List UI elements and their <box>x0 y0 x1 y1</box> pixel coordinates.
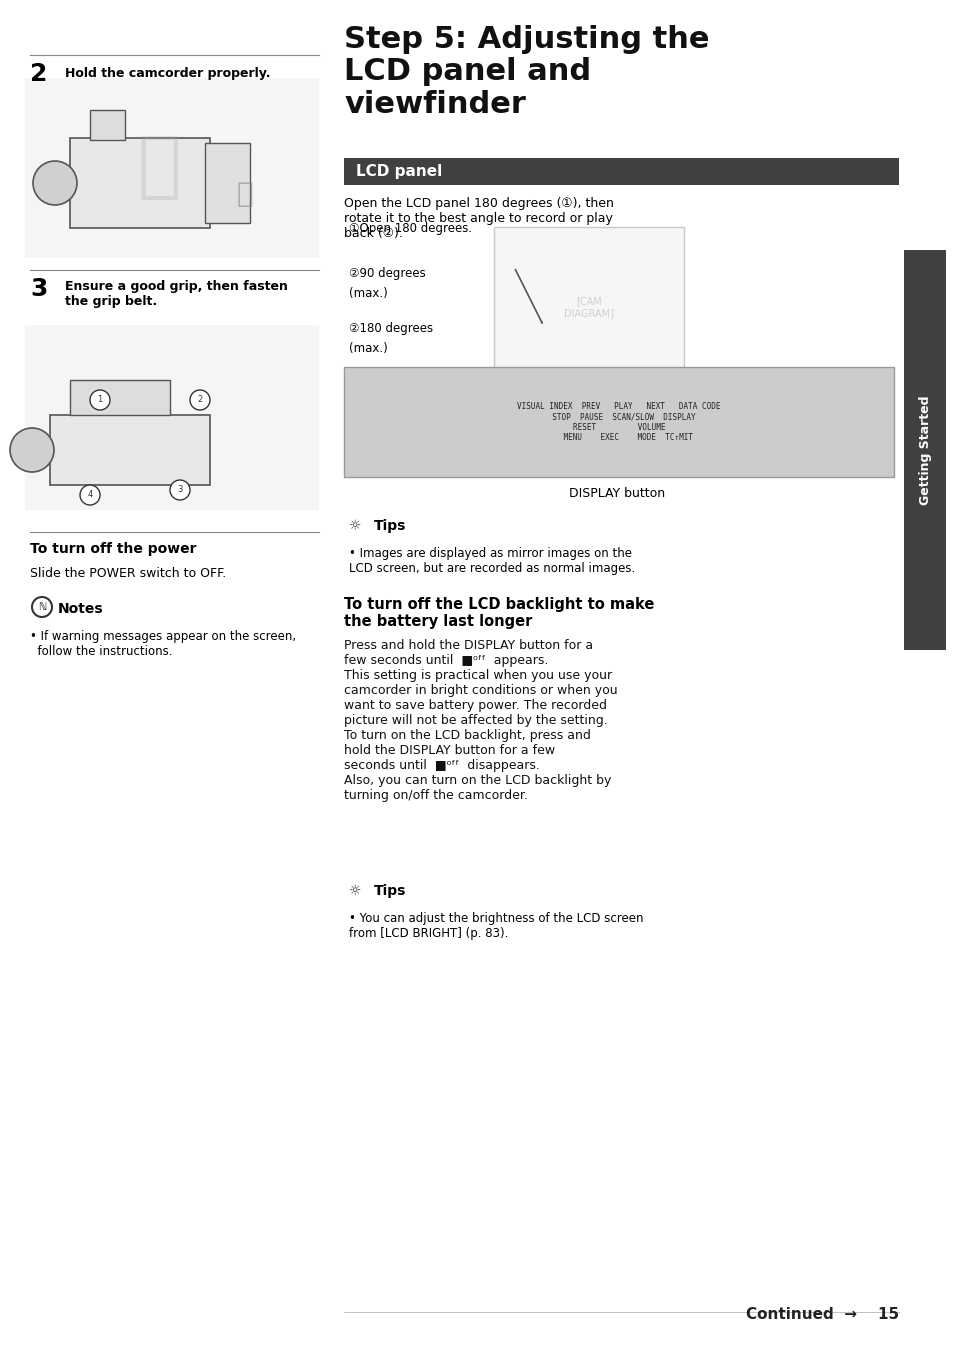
Text: ①Open 180 degrees.: ①Open 180 degrees. <box>349 223 472 235</box>
Bar <box>494 227 683 387</box>
Bar <box>903 250 945 650</box>
Bar <box>50 415 210 484</box>
Text: Getting Started: Getting Started <box>918 395 930 505</box>
Circle shape <box>32 597 52 617</box>
Bar <box>344 366 893 478</box>
Text: Press and hold the DISPLAY button for a
few seconds until  ■ᵒᶠᶠ  appears.
This s: Press and hold the DISPLAY button for a … <box>344 639 618 802</box>
Circle shape <box>33 161 77 205</box>
Text: 🎥: 🎥 <box>138 133 181 202</box>
Text: To turn off the LCD backlight to make
the battery last longer: To turn off the LCD backlight to make th… <box>344 597 654 630</box>
Bar <box>90 110 125 140</box>
Text: 4: 4 <box>88 490 92 499</box>
Text: DISPLAY button: DISPLAY button <box>569 487 664 499</box>
Text: ☼: ☼ <box>349 518 361 533</box>
Text: Slide the POWER switch to OFF.: Slide the POWER switch to OFF. <box>30 567 226 579</box>
Text: [CAM
DIAGRAM]: [CAM DIAGRAM] <box>563 296 614 318</box>
Circle shape <box>10 427 54 472</box>
Text: Tips: Tips <box>374 518 406 533</box>
Text: To turn off the power: To turn off the power <box>30 541 196 556</box>
Circle shape <box>90 389 110 410</box>
Bar <box>70 138 210 228</box>
Text: Notes: Notes <box>58 603 104 616</box>
Text: Ensure a good grip, then fasten
the grip belt.: Ensure a good grip, then fasten the grip… <box>65 280 288 308</box>
Text: Continued  →    15: Continued → 15 <box>745 1307 898 1322</box>
Circle shape <box>190 389 210 410</box>
Text: (max.): (max.) <box>349 342 388 356</box>
FancyArrowPatch shape <box>515 270 541 323</box>
Bar <box>205 142 250 223</box>
Text: ②90 degrees: ②90 degrees <box>349 267 425 280</box>
Text: 2: 2 <box>30 62 48 85</box>
Bar <box>70 380 170 415</box>
Text: 2: 2 <box>197 395 202 404</box>
Text: • You can adjust the brightness of the LCD screen
from [LCD BRIGHT] (p. 83).: • You can adjust the brightness of the L… <box>349 912 643 940</box>
Text: • If warning messages appear on the screen,
  follow the instructions.: • If warning messages appear on the scre… <box>30 630 295 658</box>
Text: LCD panel: LCD panel <box>355 164 442 179</box>
Text: ☼: ☼ <box>349 883 361 898</box>
Text: VISUAL INDEX  PREV   PLAY   NEXT   DATA CODE
  STOP  PAUSE  SCAN/SLOW  DISPLAY
R: VISUAL INDEX PREV PLAY NEXT DATA CODE ST… <box>517 402 720 442</box>
Text: 🤚: 🤚 <box>236 180 253 208</box>
Bar <box>344 157 898 185</box>
Text: 3: 3 <box>177 486 182 494</box>
Bar <box>25 324 319 510</box>
Text: Open the LCD panel 180 degrees (①), then
rotate it to the best angle to record o: Open the LCD panel 180 degrees (①), then… <box>344 197 614 240</box>
Text: 1: 1 <box>97 395 103 404</box>
Text: (max.): (max.) <box>349 286 388 300</box>
Text: ②180 degrees: ②180 degrees <box>349 322 433 335</box>
Text: Hold the camcorder properly.: Hold the camcorder properly. <box>65 66 271 80</box>
Circle shape <box>170 480 190 499</box>
Text: 3: 3 <box>30 277 48 301</box>
Text: • Images are displayed as mirror images on the
LCD screen, but are recorded as n: • Images are displayed as mirror images … <box>349 547 635 575</box>
Text: ℕ: ℕ <box>38 603 46 612</box>
Circle shape <box>80 484 100 505</box>
Text: Tips: Tips <box>374 883 406 898</box>
Bar <box>25 77 319 258</box>
Text: Step 5: Adjusting the
LCD panel and
viewfinder: Step 5: Adjusting the LCD panel and view… <box>344 24 709 119</box>
